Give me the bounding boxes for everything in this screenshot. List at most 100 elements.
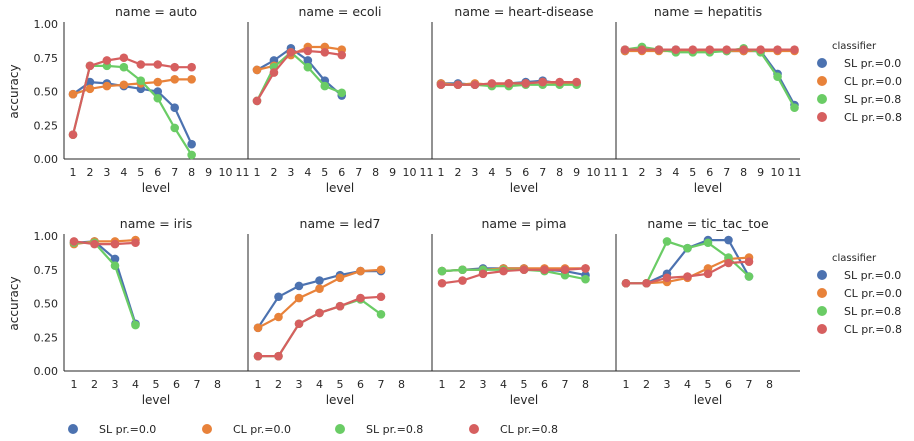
data-point	[703, 238, 713, 248]
data-point	[335, 273, 345, 283]
x-tick-label: 5	[337, 378, 344, 391]
data-point	[688, 45, 698, 54]
series-line	[256, 50, 343, 102]
x-tick-label: 5	[521, 378, 528, 391]
data-point	[102, 81, 112, 91]
x-tick-label: 4	[132, 378, 139, 391]
data-point	[253, 351, 263, 361]
data-point	[470, 80, 480, 90]
data-point	[683, 272, 692, 281]
series-4	[621, 257, 754, 288]
x-tick-label: 6	[357, 378, 364, 391]
data-point	[294, 281, 304, 291]
x-tick-label: 2	[459, 378, 466, 391]
x-tick-label: 3	[296, 378, 303, 391]
series-4	[68, 53, 196, 139]
data-point	[153, 77, 163, 87]
y-tick-label: 1.00	[34, 230, 59, 243]
legend-marker	[817, 288, 827, 298]
data-point	[724, 235, 733, 245]
x-tick-label: 11	[420, 166, 434, 179]
x-tick-label: 1	[71, 378, 78, 391]
x-tick-label: 9	[389, 166, 396, 179]
data-point	[303, 56, 313, 65]
x-tick-label: 7	[194, 378, 201, 391]
series-line	[624, 47, 796, 106]
x-tick-label: 5	[505, 166, 512, 179]
panel-heart-disease: name = heart-disease 1 2 3 4 5 6 7 8 9 10 11 level	[431, 4, 618, 195]
data-point	[335, 301, 345, 311]
series-4	[437, 264, 590, 288]
x-tick-label: 1	[70, 166, 77, 179]
x-tick-label: 8	[740, 166, 747, 179]
y-tick-label: 0.25	[34, 119, 59, 132]
legend-marker	[817, 270, 827, 280]
legend-marker	[68, 424, 78, 434]
legend-row-1: classifier SL pr.=0.0 CL pr.=0.0 SL pr.=0.8…	[817, 41, 902, 124]
panel-title: name = led7	[300, 216, 381, 231]
panel-title: name = ecoli	[298, 4, 381, 19]
x-tick-label: 11	[788, 166, 802, 179]
data-point	[170, 75, 179, 84]
data-point	[303, 46, 313, 56]
x-tick-label: 10	[771, 166, 785, 179]
data-point	[581, 274, 590, 284]
data-point	[621, 278, 631, 288]
data-point	[252, 96, 262, 106]
x-tick-label: 7	[355, 166, 362, 179]
x-tick-label: 7	[378, 378, 385, 391]
x-tick-label: 9	[757, 166, 764, 179]
legend-marker	[817, 306, 827, 316]
data-point	[376, 292, 386, 302]
data-point	[458, 265, 467, 275]
legend-label: SL pr.=0.0	[844, 57, 901, 70]
x-tick-label: 7	[562, 378, 569, 391]
legend-label: CL pr.=0.8	[844, 323, 902, 336]
data-point	[642, 278, 651, 288]
x-tick-label: 4	[488, 166, 495, 179]
data-point	[337, 88, 347, 98]
data-point	[136, 60, 146, 69]
data-point	[286, 48, 296, 57]
data-point	[153, 87, 163, 96]
y-tick-label: 0.75	[34, 264, 59, 277]
data-point	[376, 310, 386, 319]
data-point	[110, 254, 120, 264]
x-tick-label: 10	[219, 166, 233, 179]
data-point	[773, 45, 782, 54]
y-tick-label: 0.25	[34, 331, 59, 344]
data-point	[538, 77, 547, 87]
panel-auto: name = auto 1 2 3 4 5 6 7 8 9 10 11 level	[63, 4, 250, 195]
data-point	[671, 45, 681, 54]
series-4	[252, 46, 347, 106]
data-point	[187, 139, 196, 149]
data-point	[294, 293, 304, 303]
series-4	[69, 237, 140, 249]
data-point	[437, 266, 447, 276]
data-point	[478, 269, 488, 279]
x-tick-label: 3	[664, 378, 671, 391]
x-tick-label: 9	[573, 166, 580, 179]
legend-label: CL pr.=0.8	[844, 111, 902, 124]
x-tick-label: 6	[522, 166, 529, 179]
panel-title: name = hepatitis	[654, 4, 762, 19]
data-point	[153, 93, 163, 103]
data-point	[356, 293, 365, 303]
data-point	[253, 323, 263, 333]
x-tick-label: 4	[316, 378, 323, 391]
x-tick-label: 4	[684, 378, 691, 391]
x-tick-label: 7	[723, 166, 730, 179]
series-line	[258, 295, 382, 358]
legend-label: SL pr.=0.8	[844, 305, 901, 318]
data-point	[620, 45, 630, 54]
data-point	[555, 77, 564, 87]
data-point	[85, 84, 95, 94]
data-point	[683, 243, 692, 253]
legend-marker	[817, 76, 827, 86]
data-point	[315, 284, 324, 293]
x-axis-label: level	[694, 181, 723, 195]
x-tick-label: 10	[403, 166, 417, 179]
x-tick-label: 2	[270, 166, 277, 179]
x-tick-label: 1	[255, 378, 262, 391]
data-point	[136, 76, 146, 85]
